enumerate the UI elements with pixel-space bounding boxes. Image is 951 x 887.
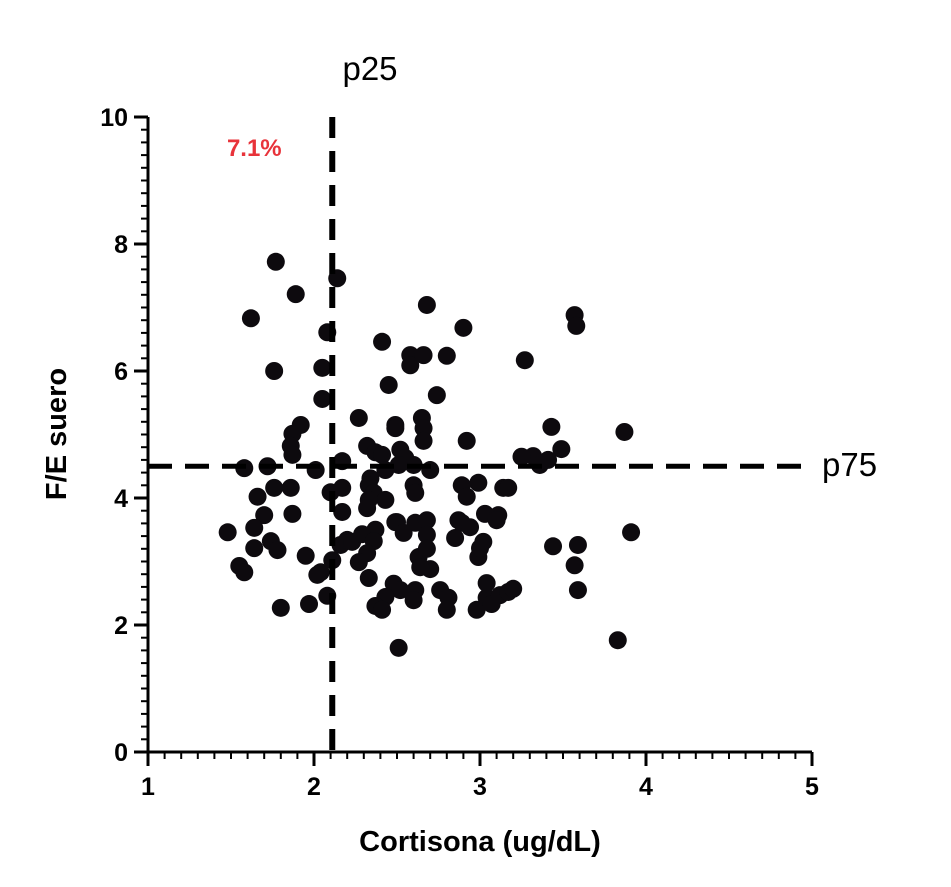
y-tick-label: 6 xyxy=(114,358,128,386)
data-point xyxy=(266,252,285,271)
data-point xyxy=(313,389,332,408)
data-point xyxy=(417,295,436,314)
data-point xyxy=(414,431,433,450)
data-point xyxy=(487,511,506,530)
p25-label: p25 xyxy=(342,50,397,87)
data-point xyxy=(265,362,284,380)
data-point xyxy=(411,558,430,577)
data-point xyxy=(467,600,486,619)
data-point xyxy=(308,565,327,584)
data-point xyxy=(359,569,378,588)
data-point xyxy=(499,478,518,497)
data-point xyxy=(296,546,315,565)
data-point xyxy=(568,535,587,554)
data-point xyxy=(245,539,264,558)
data-point xyxy=(389,638,408,657)
data-point xyxy=(437,346,456,365)
data-point xyxy=(414,346,433,365)
data-point xyxy=(376,490,395,509)
data-point xyxy=(386,419,405,438)
data-point xyxy=(552,440,571,459)
data-point xyxy=(333,478,352,497)
y-tick-label: 0 xyxy=(114,739,128,767)
data-point xyxy=(504,579,523,598)
x-tick-label: 2 xyxy=(307,773,321,801)
data-point xyxy=(245,518,264,537)
data-point xyxy=(437,600,456,619)
data-point xyxy=(404,591,423,610)
data-point xyxy=(281,478,300,497)
data-point xyxy=(457,431,476,450)
x-axis-label: Cortisona (ug/dL) xyxy=(359,826,601,858)
data-point xyxy=(235,563,254,582)
data-point xyxy=(461,518,480,537)
data-point xyxy=(218,523,237,542)
data-point xyxy=(568,581,587,600)
data-point xyxy=(542,417,561,436)
data-point xyxy=(477,574,496,593)
y-tick-label: 10 xyxy=(100,104,128,132)
x-tick-label: 4 xyxy=(639,773,653,801)
data-point xyxy=(544,537,563,556)
data-point xyxy=(283,445,302,464)
data-point xyxy=(414,419,433,438)
data-point xyxy=(622,523,641,542)
data-point xyxy=(358,499,377,518)
data-point xyxy=(248,487,267,506)
data-points xyxy=(218,252,641,657)
data-point xyxy=(515,351,534,370)
data-point xyxy=(255,506,274,525)
data-point xyxy=(373,332,392,351)
data-point xyxy=(565,556,584,575)
data-point xyxy=(615,422,634,441)
data-point xyxy=(446,529,465,548)
data-point xyxy=(389,455,408,474)
data-point xyxy=(474,532,493,551)
axes: 1 2 3 4 5 0 2 4 6 8 10 xyxy=(100,104,819,801)
y-axis-label: F/E suero xyxy=(41,368,73,500)
data-point xyxy=(417,539,436,558)
data-point xyxy=(454,318,473,337)
data-point xyxy=(373,445,392,464)
data-point xyxy=(300,595,319,614)
data-point xyxy=(313,358,332,377)
data-point xyxy=(608,631,627,650)
percentage-annotation: 7.1% xyxy=(227,135,282,162)
data-point xyxy=(567,316,586,335)
data-point xyxy=(417,511,436,530)
data-point xyxy=(394,523,413,542)
data-point xyxy=(469,473,488,492)
data-point xyxy=(401,356,420,375)
y-tick-label: 8 xyxy=(114,231,128,259)
data-point xyxy=(391,581,410,600)
data-point xyxy=(265,478,284,497)
data-point xyxy=(512,447,531,466)
data-point xyxy=(349,408,368,427)
data-point xyxy=(373,600,392,619)
data-point xyxy=(268,541,287,560)
y-tick-label: 2 xyxy=(114,612,128,640)
data-point xyxy=(457,487,476,506)
data-point xyxy=(271,598,290,617)
x-tick-label: 1 xyxy=(141,773,155,801)
y-tick-label: 4 xyxy=(114,485,128,513)
data-point xyxy=(333,502,352,521)
data-point xyxy=(379,375,398,394)
reference-lines xyxy=(148,117,812,752)
x-tick-label: 5 xyxy=(805,773,819,801)
data-point xyxy=(283,504,302,523)
data-point xyxy=(427,386,446,405)
p75-label: p75 xyxy=(822,446,877,483)
x-tick-label: 3 xyxy=(473,773,487,801)
data-point xyxy=(349,553,368,572)
data-point xyxy=(241,309,260,328)
data-point xyxy=(286,285,305,304)
data-point xyxy=(417,525,436,544)
data-point xyxy=(406,483,425,502)
